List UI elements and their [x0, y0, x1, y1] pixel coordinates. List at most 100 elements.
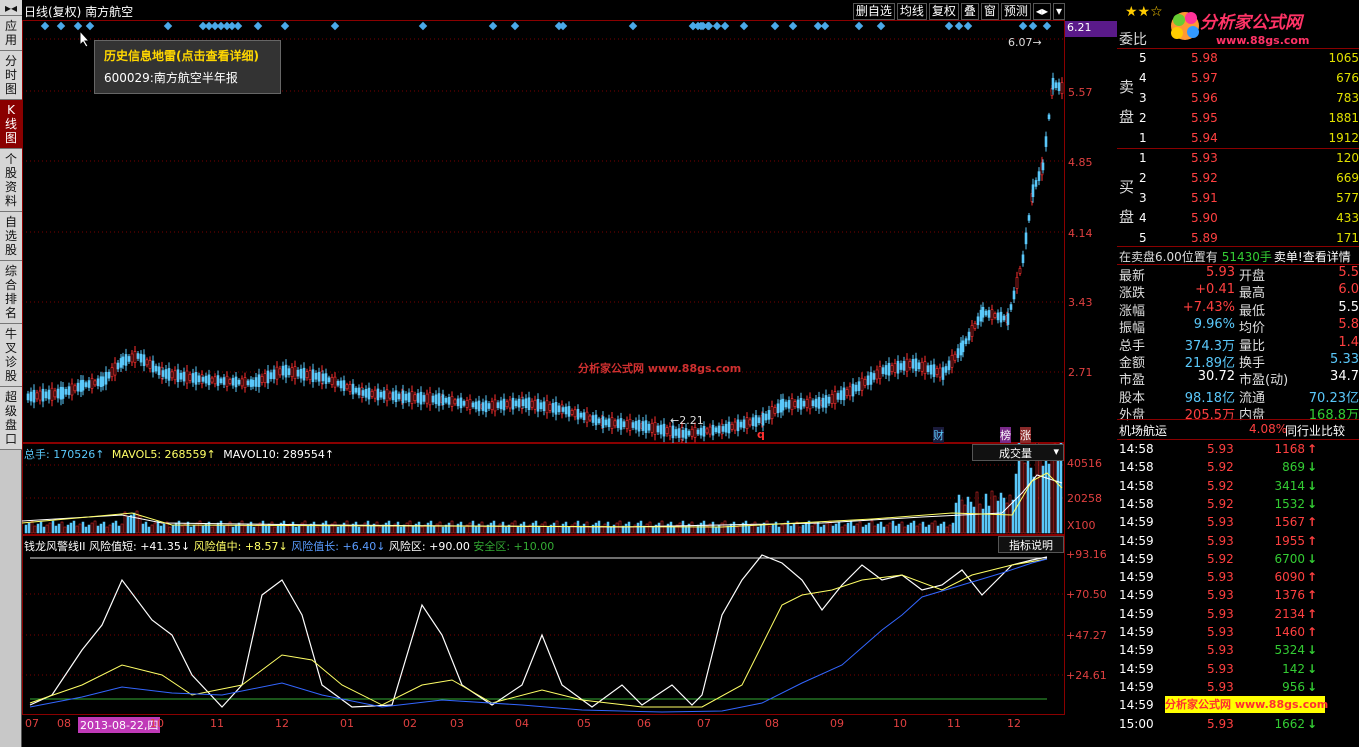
tab-apps[interactable]: 应用 [0, 16, 22, 51]
volume-bar [402, 524, 406, 534]
candle-body [521, 399, 525, 407]
volume-bar [891, 520, 895, 534]
volume-bar [390, 525, 394, 534]
divider [1117, 264, 1359, 265]
volume-bar [936, 525, 940, 534]
overlay-button[interactable]: 叠 [960, 3, 979, 20]
order-level[interactable]: 5 5.98 1065 [1137, 49, 1359, 68]
volume-bar [714, 526, 718, 534]
tab-ranking[interactable]: 综合排名 [0, 261, 22, 324]
date-tick: 07 [25, 717, 39, 730]
candle-body [817, 397, 821, 409]
event-mark-limit-up[interactable]: 涨 [1020, 427, 1031, 443]
forecast-button[interactable]: 预测 [1000, 3, 1031, 20]
volume-bar [582, 523, 586, 534]
stat-label: 股本 [1119, 390, 1146, 406]
adjust-button[interactable]: 复权 [928, 3, 959, 20]
volume-bar [741, 522, 745, 534]
left-nav-arrows[interactable]: ▸◂ [0, 0, 22, 16]
large-order-notice[interactable]: 在卖盘6.00位置有 51430手 卖单!查看详情 [1119, 250, 1351, 264]
candle-body [110, 367, 114, 377]
order-level[interactable]: 1 5.94 1912 [1137, 129, 1359, 148]
volume-bar [282, 520, 286, 534]
order-level[interactable]: 4 5.90 433 [1137, 209, 1359, 228]
volume-bar [960, 499, 964, 534]
date-tick: 10 [893, 717, 907, 730]
candle-body [902, 361, 906, 371]
tab-stock-profile[interactable]: 个股资料 [0, 149, 22, 212]
volume-bar [231, 526, 235, 534]
candle-body [410, 391, 414, 404]
volume-pane[interactable] [22, 443, 1065, 535]
event-mark-list[interactable]: 榜 [1000, 427, 1011, 443]
candle-body [824, 395, 828, 408]
volume-bar [462, 526, 466, 534]
volume-bar [831, 525, 835, 534]
candle-body [594, 414, 598, 426]
candle-body [625, 420, 629, 429]
order-level[interactable]: 2 5.95 1881 [1137, 109, 1359, 128]
volume-bar [216, 522, 220, 534]
stat-label: 均价 [1239, 321, 1266, 337]
candle-body [333, 376, 337, 388]
volume-bar [897, 523, 901, 534]
tab-super-quote[interactable]: 超级盘口 [0, 387, 22, 450]
volume-bar [444, 524, 448, 534]
volume-bar [798, 526, 802, 534]
order-level[interactable]: 1 5.93 120 [1137, 149, 1359, 168]
candle-body [582, 412, 586, 420]
event-mark-financial[interactable]: 财 [933, 427, 944, 443]
window-button[interactable]: 窗 [980, 3, 999, 20]
volume-bar [429, 520, 433, 534]
volume-bar [327, 525, 331, 534]
volume-bar [333, 521, 337, 534]
candle-body [1057, 82, 1061, 91]
sector-name[interactable]: 机场航运 [1119, 424, 1168, 438]
order-level[interactable]: 3 5.91 577 [1137, 189, 1359, 208]
candle-body [637, 419, 641, 432]
tick-time: 14:59 [1119, 588, 1154, 603]
indicator-help-button[interactable]: 指标说明 [998, 536, 1064, 553]
volume-bar [33, 525, 37, 534]
candle-body [139, 353, 143, 363]
remove-watchlist-button[interactable]: 删自选 [852, 3, 895, 20]
candle-body [101, 376, 105, 387]
tab-watchlist[interactable]: 自选股 [0, 212, 22, 261]
volume-bar [336, 526, 340, 534]
tick-row: 14:59 5.93 1376 ↑ [1117, 587, 1359, 605]
candle-body [848, 386, 852, 397]
tab-diagnosis[interactable]: 牛叉诊股 [0, 324, 22, 387]
ma-button[interactable]: 均线 [896, 3, 927, 20]
order-level[interactable]: 5 5.89 171 [1137, 229, 1359, 248]
tab-kline[interactable]: K线图 [0, 100, 22, 149]
candle-body [863, 378, 867, 386]
tick-time: 14:59 [1119, 698, 1154, 713]
volume-bar [813, 523, 817, 534]
candle-body [176, 369, 180, 383]
volume-selector[interactable]: 成交量 ▾ [972, 444, 1064, 461]
volume-bar [810, 525, 814, 534]
candle-body [754, 415, 758, 427]
candle-body [228, 379, 232, 384]
nav-arrows-button[interactable]: ◂▸ [1032, 3, 1051, 20]
candle-body [127, 356, 131, 362]
order-level[interactable]: 3 5.96 783 [1137, 89, 1359, 108]
volume-bar [801, 524, 805, 534]
volume-bar [36, 523, 40, 534]
order-level[interactable]: 2 5.92 669 [1137, 169, 1359, 188]
dropdown-button[interactable]: ▾ [1052, 3, 1065, 20]
indicator-pane[interactable] [22, 535, 1065, 715]
event-mark-q[interactable]: q [757, 428, 765, 441]
tab-intraday[interactable]: 分时图 [0, 51, 22, 100]
candle-body [727, 421, 731, 434]
candle-body [851, 383, 855, 397]
left-tab-strip: ▸◂ 应用 分时图 K线图 个股资料 自选股 综合排名 牛叉诊股 超级盘口 [0, 0, 22, 747]
high-price-mark: 6.07→ [1008, 36, 1042, 49]
order-level[interactable]: 4 5.97 676 [1137, 69, 1359, 88]
candle-body [194, 372, 198, 385]
candle-body [961, 340, 965, 353]
info-mine-tooltip[interactable]: 历史信息地雷(点击查看详细) 600029:南方航空半年报 [94, 40, 281, 94]
industry-compare-button[interactable]: 同行业比较 [1285, 424, 1346, 438]
candle-body [1015, 277, 1019, 289]
date-tick: 11 [210, 717, 224, 730]
